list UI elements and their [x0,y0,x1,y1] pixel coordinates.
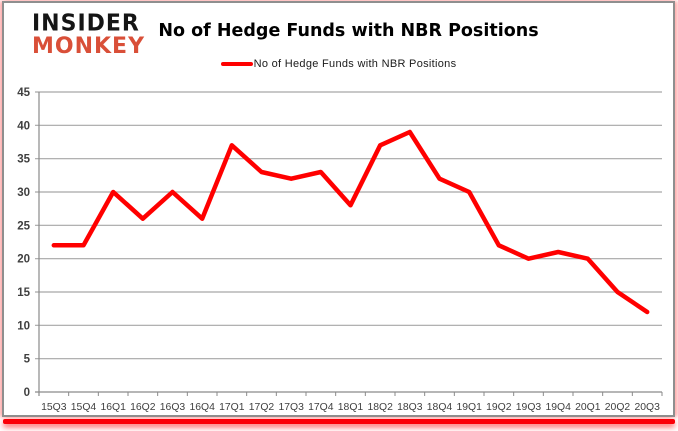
x-axis-tick-label: 17Q2 [249,402,275,413]
x-axis-tick-label: 17Q3 [278,402,304,413]
x-axis-tick-label: 17Q1 [219,402,245,413]
x-axis-tick-label: 15Q3 [41,402,67,413]
y-axis-tick-label: 45 [17,87,30,99]
x-axis-tick-label: 16Q4 [189,402,215,413]
line-chart-plot-area: 0 5 10 15 20 25 30 35 40 45 15Q3 15Q4 16Q1 16Q2 16Q3 16… [17,87,663,413]
legend-label: No of Hedge Funds with NBR Positions [253,58,457,70]
logo-line-monkey: MONKEY [32,34,146,59]
x-axis-tick-label: 20Q1 [575,402,601,413]
x-axis-tick-label: 20Q2 [605,402,631,413]
x-axis-tick-label: 18Q1 [338,402,364,413]
x-axis-tick-label: 19Q3 [516,402,542,413]
data-series-line [51,129,650,315]
x-axis-tick-label: 18Q3 [397,402,423,413]
x-axis-tick-label: 17Q4 [308,402,334,413]
y-axis-tick-label: 35 [17,154,30,166]
y-axis-tick-label: 0 [24,387,30,399]
x-axis-tick-label: 16Q3 [160,402,186,413]
y-axis-tick-label: 40 [17,120,30,132]
legend-line-swatch-icon [220,62,253,66]
y-axis-tick-label: 15 [17,287,30,299]
chart-card: INSIDER MONKEY No of Hedge Funds with NB… [2,1,675,417]
y-axis-tick-label: 5 [24,354,31,366]
logo-line-insider: INSIDER [32,10,140,37]
y-axis-tick-label: 20 [17,254,30,266]
legend: No of Hedge Funds with NBR Positions [4,58,673,70]
x-axis-tick-label: 16Q2 [130,402,156,413]
x-axis-tick-label: 20Q3 [634,402,660,413]
x-axis-tick-label: 18Q4 [427,402,453,413]
x-axis-tick-label: 16Q1 [100,402,126,413]
y-axis-tick-label: 25 [17,220,30,232]
insider-monkey-logo: INSIDER MONKEY [32,10,146,59]
x-axis-tick-label: 18Q2 [367,402,393,413]
y-axis-tick-label: 10 [17,320,30,332]
y-axis-tick-label: 30 [17,187,30,199]
chart-title: No of Hedge Funds with NBR Positions [158,21,539,41]
x-axis-tick-label: 19Q4 [545,402,571,413]
x-axis-tick-label: 19Q2 [486,402,512,413]
bottom-red-bar [3,419,675,424]
x-axis-tick-label: 19Q1 [456,402,482,413]
x-axis-tick-label: 15Q4 [71,402,97,413]
